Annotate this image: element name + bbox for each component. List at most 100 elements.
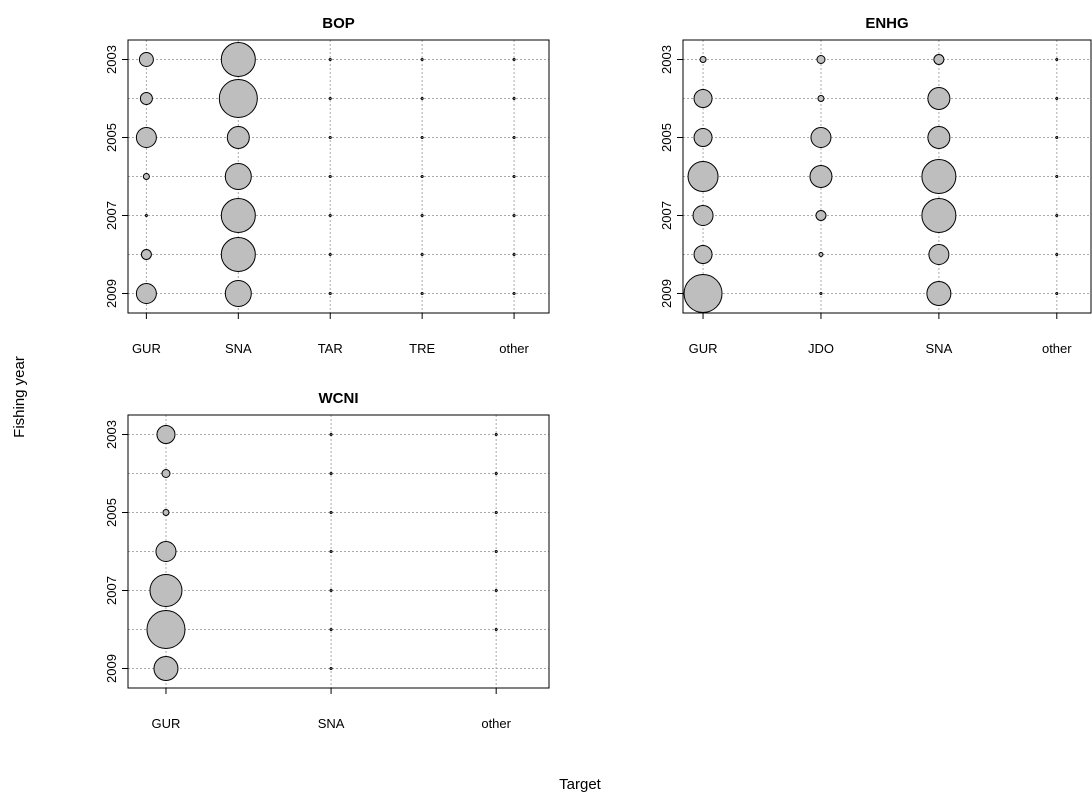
bubble — [699, 56, 707, 63]
bubble — [155, 541, 177, 562]
bubble — [328, 97, 332, 100]
bubble — [512, 97, 516, 100]
bubble — [220, 42, 256, 77]
x-tick-label: TAR — [318, 341, 343, 356]
x-tick-label: GUR — [132, 341, 161, 356]
bubble — [512, 214, 516, 217]
bubble — [218, 79, 258, 118]
bubble — [149, 574, 183, 607]
y-tick-label: 2007 — [104, 576, 119, 605]
plot-frame — [682, 39, 1092, 314]
bubble — [220, 198, 256, 233]
bubble — [512, 292, 516, 295]
x-tick-label: JDO — [808, 341, 834, 356]
y-axis-label: Fishing year — [11, 356, 28, 438]
bubble — [494, 472, 498, 475]
bubble — [328, 136, 332, 139]
chart-title: BOP — [322, 15, 355, 32]
bubble — [226, 126, 250, 149]
bubble — [927, 87, 951, 110]
bubble — [1055, 58, 1059, 61]
bubble — [142, 173, 150, 180]
bubble — [420, 175, 424, 178]
bubble — [140, 249, 152, 260]
y-tick-label: 2005 — [659, 123, 674, 152]
bubble — [512, 58, 516, 61]
bubble — [1055, 214, 1059, 217]
bubble — [329, 589, 333, 592]
x-tick-label: GUR — [689, 341, 718, 356]
bubble — [512, 175, 516, 178]
bubble — [693, 128, 713, 147]
bubble — [420, 58, 424, 61]
bubble — [512, 253, 516, 256]
x-tick-label: TRE — [409, 341, 435, 356]
x-tick-label: other — [499, 341, 529, 356]
bubble — [819, 292, 823, 295]
y-tick-label: 2003 — [104, 420, 119, 449]
bubble — [1055, 175, 1059, 178]
x-tick-label: SNA — [318, 716, 345, 731]
bubble — [1055, 97, 1059, 100]
bubble — [224, 280, 252, 307]
bubble — [420, 97, 424, 100]
bubble — [329, 511, 333, 514]
bubble — [144, 214, 148, 217]
bubble — [161, 469, 171, 478]
bubble — [328, 175, 332, 178]
bubble — [329, 550, 333, 553]
bubble — [328, 292, 332, 295]
plot-frame — [127, 39, 550, 314]
bubble — [818, 252, 824, 257]
x-tick-label: other — [1042, 341, 1072, 356]
bubble — [224, 163, 252, 190]
bubble — [328, 214, 332, 217]
bubble — [420, 292, 424, 295]
y-tick-label: 2007 — [104, 201, 119, 230]
bubble — [135, 283, 157, 304]
bubble — [329, 667, 333, 670]
x-tick-label: SNA — [225, 341, 252, 356]
y-tick-label: 2003 — [659, 45, 674, 74]
bubble — [816, 55, 826, 64]
bubble — [1055, 253, 1059, 256]
bubble — [1055, 136, 1059, 139]
bubble — [494, 511, 498, 514]
bubble — [329, 472, 333, 475]
bubble — [692, 205, 714, 226]
bubble — [162, 509, 170, 516]
bubble — [494, 628, 498, 631]
bubble — [138, 52, 154, 67]
bubble — [1055, 292, 1059, 295]
bubble — [817, 95, 825, 102]
chart-title: ENHG — [865, 15, 908, 32]
bubble — [810, 127, 832, 148]
y-tick-label: 2007 — [659, 201, 674, 230]
bubble — [494, 550, 498, 553]
bubble — [687, 161, 719, 192]
bubble — [329, 433, 333, 436]
bubble — [927, 126, 951, 149]
bubble — [139, 92, 153, 105]
x-tick-label: SNA — [926, 341, 953, 356]
bubble — [156, 425, 176, 444]
y-tick-label: 2005 — [104, 123, 119, 152]
bubble — [135, 127, 157, 148]
bubble — [512, 136, 516, 139]
bubble — [933, 54, 945, 65]
chart-title: WCNI — [319, 390, 359, 407]
plot-frame — [127, 414, 550, 689]
bubble — [921, 159, 957, 194]
bubble — [420, 214, 424, 217]
y-tick-label: 2003 — [104, 45, 119, 74]
x-axis-label: Target — [559, 776, 602, 793]
bubble — [928, 244, 950, 265]
bubble — [494, 589, 498, 592]
bubble — [420, 136, 424, 139]
y-tick-label: 2009 — [104, 654, 119, 683]
bubble — [926, 281, 952, 306]
bubble — [420, 253, 424, 256]
bubble — [809, 165, 833, 188]
bubble — [921, 198, 957, 233]
